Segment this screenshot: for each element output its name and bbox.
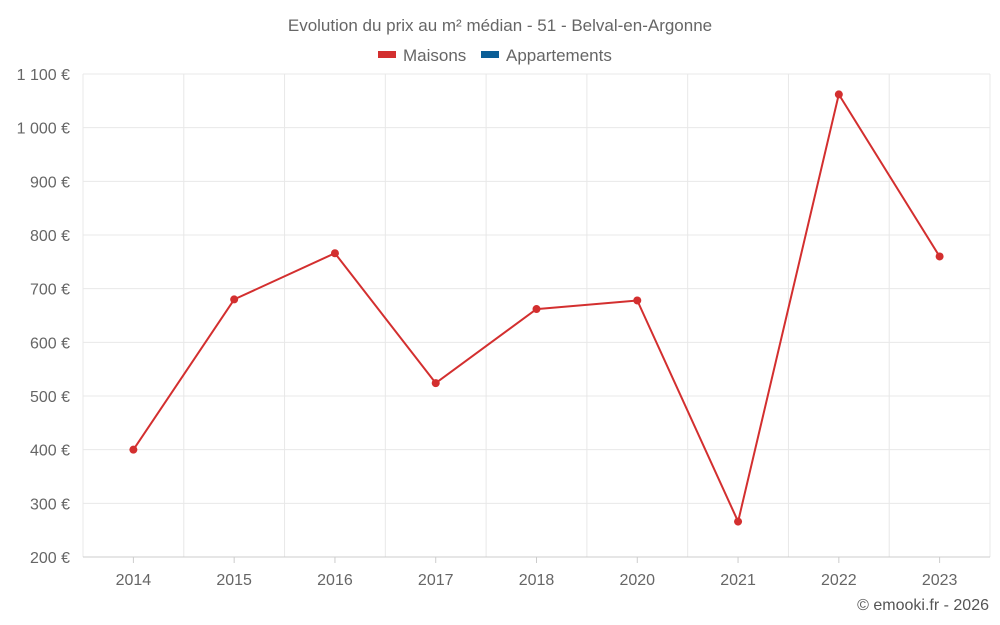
x-tick-label: 2017: [418, 572, 454, 589]
x-tick-label: 2014: [116, 572, 152, 589]
legend-swatch-maisons: [378, 51, 396, 58]
x-tick-label: 2015: [216, 572, 252, 589]
x-tick-label: 2016: [317, 572, 353, 589]
legend-item-maisons[interactable]: Maisons: [378, 46, 466, 65]
grid: [82, 73, 991, 557]
y-tick-label: 600 €: [30, 335, 70, 352]
x-tick-label: 2022: [821, 572, 857, 589]
data-point[interactable]: [734, 517, 743, 526]
y-tick-label: 500 €: [30, 389, 70, 406]
y-tick-label: 200 €: [30, 550, 70, 567]
data-point[interactable]: [834, 90, 843, 99]
legend-item-appartements[interactable]: Appartements: [481, 46, 612, 65]
legend-label-appartements: Appartements: [506, 46, 612, 65]
legend: Maisons Appartements: [378, 46, 612, 65]
x-tick-label: 2021: [720, 572, 756, 589]
data-point[interactable]: [633, 296, 642, 305]
credit-text: © emooki.fr - 2026: [857, 597, 989, 614]
chart-title: Evolution du prix au m² médian - 51 - Be…: [288, 16, 712, 35]
series-maisons: [129, 90, 944, 526]
y-tick-label: 300 €: [30, 496, 70, 513]
data-point[interactable]: [330, 249, 339, 258]
legend-swatch-appartements: [481, 51, 499, 58]
data-point[interactable]: [230, 295, 239, 304]
y-tick-label: 800 €: [30, 228, 70, 245]
y-tick-label: 900 €: [30, 174, 70, 191]
data-point[interactable]: [935, 252, 944, 261]
y-tick-label: 1 000 €: [17, 121, 70, 138]
x-tick-label: 2018: [519, 572, 555, 589]
y-tick-label: 1 100 €: [17, 67, 70, 84]
data-point[interactable]: [431, 379, 440, 388]
data-point[interactable]: [532, 305, 541, 314]
legend-label-maisons: Maisons: [403, 46, 466, 65]
y-tick-label: 700 €: [30, 282, 70, 299]
y-tick-label: 400 €: [30, 443, 70, 460]
x-tick-label: 2023: [922, 572, 958, 589]
data-point[interactable]: [129, 445, 138, 454]
x-tick-label: 2020: [619, 572, 655, 589]
axes: 200 € 300 € 400 € 500 € 600 € 700 € 800 € 900 €…: [17, 67, 990, 589]
